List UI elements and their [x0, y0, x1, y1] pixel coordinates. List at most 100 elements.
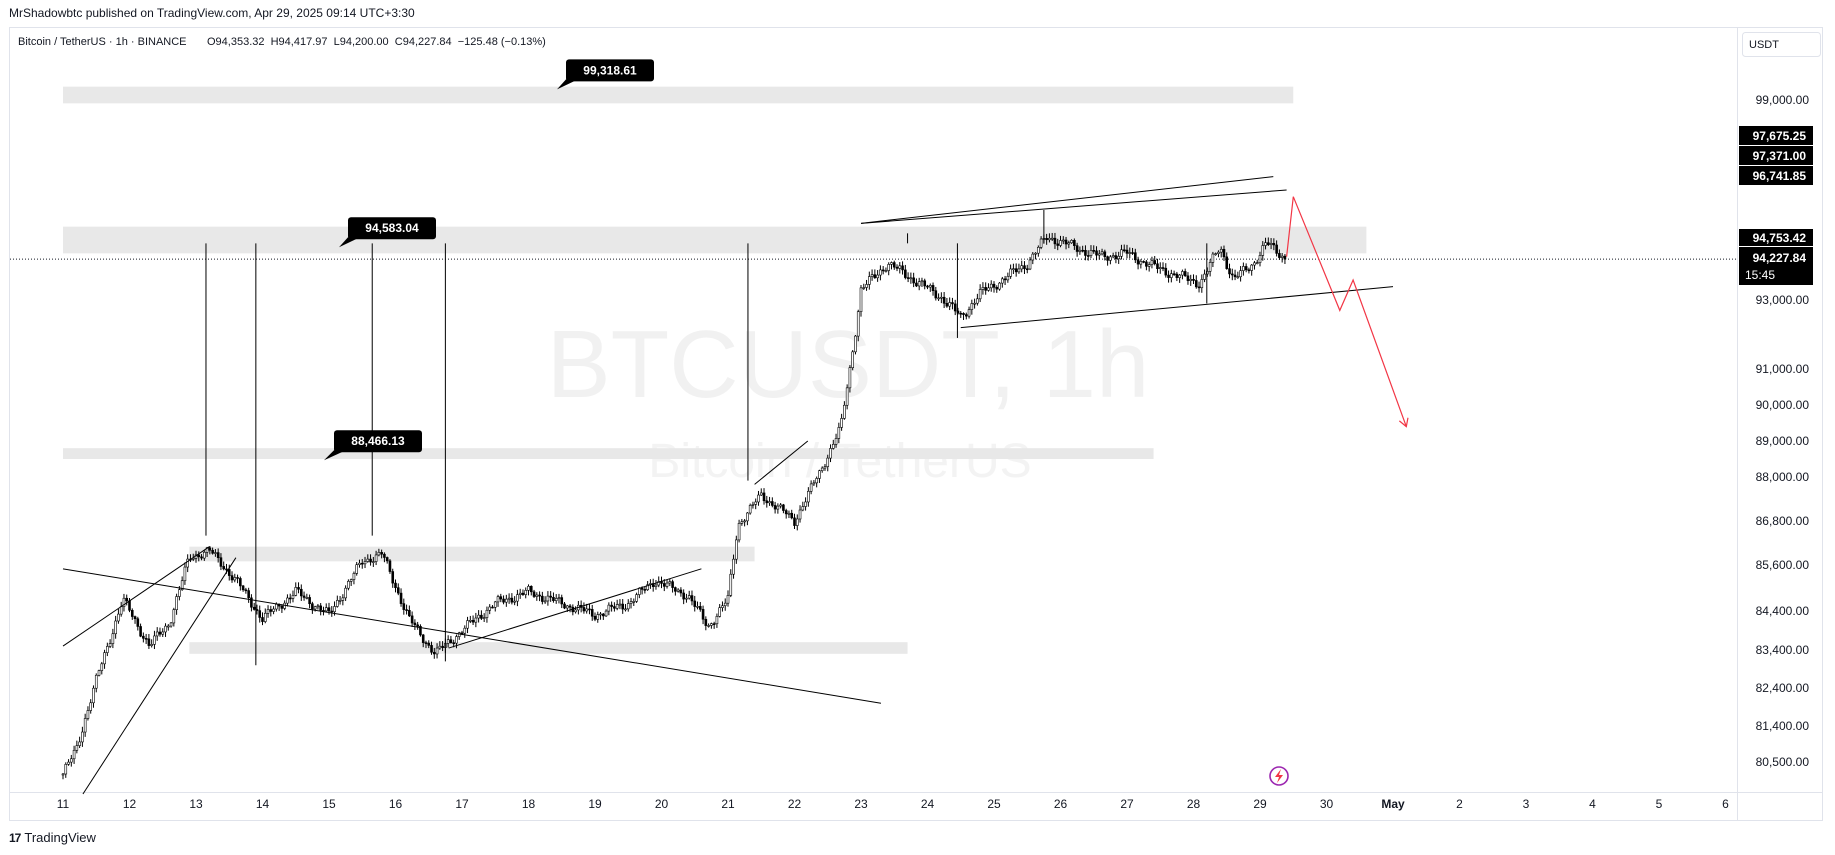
candle-body	[917, 281, 921, 287]
candle-body	[942, 296, 946, 304]
tradingview-brand[interactable]: 17 TradingView	[9, 830, 96, 845]
candle-body	[953, 303, 957, 312]
trendline[interactable]	[62, 546, 210, 647]
candle-body	[432, 651, 436, 655]
candle-body	[1114, 255, 1118, 260]
y-tick-label: 85,600.00	[1756, 558, 1810, 572]
candle-body	[646, 584, 649, 590]
candle-body	[626, 603, 630, 610]
candle-body	[784, 510, 788, 515]
candle-body	[1034, 252, 1037, 255]
x-tick-label: 23	[854, 797, 868, 811]
candle-body	[906, 277, 910, 279]
x-tick-label: 18	[522, 797, 536, 811]
candle-body	[837, 427, 841, 439]
candle-body	[355, 564, 359, 574]
candle-body	[701, 609, 705, 620]
candle-body	[241, 585, 245, 591]
time-axis[interactable]: 11 12 13 14 15 16 17 18 19 20 21 22 23 24 25 26 27 28 29 30…	[57, 797, 1729, 811]
callout-box[interactable]	[348, 217, 436, 240]
x-tick-label: 28	[1187, 797, 1201, 811]
candle-body	[299, 588, 303, 597]
candle-body	[1183, 271, 1187, 277]
candle-body	[671, 581, 674, 588]
candle-body	[225, 568, 228, 571]
candle-body	[1244, 266, 1248, 271]
candle-body	[843, 404, 846, 419]
currency-button[interactable]	[1742, 32, 1821, 57]
candle-body	[211, 549, 214, 554]
candle-body	[502, 598, 505, 603]
callout-box[interactable]	[334, 430, 422, 453]
candle-body	[474, 617, 478, 623]
candle-body	[662, 583, 666, 587]
trendline[interactable]	[448, 568, 702, 649]
candle-body	[491, 606, 494, 609]
candle-body	[136, 618, 140, 627]
candle-body	[729, 573, 733, 596]
candle-body	[1158, 267, 1162, 269]
candle-body	[1048, 237, 1051, 241]
trendline[interactable]	[82, 557, 237, 795]
y-tick-label: 84,400.00	[1756, 604, 1810, 618]
tradingview-brand-label: TradingView	[24, 830, 96, 845]
candle-body	[391, 571, 395, 584]
candle-body	[374, 554, 378, 562]
x-tick-label: 5	[1656, 797, 1663, 811]
trendline[interactable]	[62, 568, 882, 704]
candle-body	[568, 605, 572, 608]
candle-body	[1211, 253, 1215, 263]
candle-body	[222, 566, 226, 570]
currency-label: USDT	[1749, 39, 1779, 51]
candle-body	[565, 605, 569, 609]
trendline[interactable]	[860, 189, 1287, 224]
candle-body	[477, 614, 480, 619]
projection-polyline[interactable]	[1286, 196, 1407, 427]
callout-box[interactable]	[566, 59, 654, 82]
callout-label: 99,318.61	[583, 63, 637, 77]
candle-body	[679, 589, 683, 594]
candle-body	[1006, 276, 1010, 281]
candle-body	[707, 625, 710, 627]
candle-body	[518, 592, 522, 595]
candle-body	[618, 603, 622, 606]
candle-body	[399, 592, 403, 604]
trendline[interactable]	[860, 176, 1274, 224]
price-axis[interactable]: 99,000.00 93,000.00 91,000.00 90,000.00 89,0…	[1756, 93, 1810, 769]
candle-body	[981, 287, 985, 290]
candle-body	[992, 283, 996, 288]
candle-body	[735, 539, 738, 560]
candle-body	[937, 297, 940, 300]
candle-body	[385, 557, 389, 562]
x-tick-label: 14	[256, 797, 270, 811]
candle-body	[81, 731, 84, 743]
candle-body	[64, 764, 68, 775]
candle-body	[358, 562, 361, 565]
candle-body	[216, 552, 220, 559]
candle-body	[1267, 242, 1270, 245]
candle-body	[263, 612, 267, 622]
candle-body	[150, 644, 153, 646]
candle-body	[704, 618, 708, 626]
symbol-title[interactable]: Bitcoin / TetherUS · 1h · BINANCE	[18, 36, 187, 48]
candle-body	[1192, 278, 1195, 281]
y-tick-label: 82,400.00	[1756, 681, 1810, 695]
lightning-icon[interactable]	[1269, 766, 1289, 786]
candle-body	[471, 620, 475, 623]
candle-body	[1139, 261, 1143, 265]
candle-body	[696, 606, 699, 608]
trendline[interactable]	[754, 440, 809, 485]
candle-body	[973, 302, 976, 305]
candle-body	[496, 596, 500, 603]
trendline[interactable]	[960, 286, 1394, 329]
candle-body	[657, 581, 661, 586]
candle-body	[1208, 262, 1212, 272]
candle-body	[959, 312, 963, 315]
candle-body	[1150, 260, 1154, 265]
candle-body	[286, 597, 289, 604]
y-tick-label: 83,400.00	[1756, 643, 1810, 657]
candle-body	[372, 561, 375, 563]
y-tick-label: 99,000.00	[1756, 93, 1810, 107]
x-tick-label: 3	[1523, 797, 1530, 811]
